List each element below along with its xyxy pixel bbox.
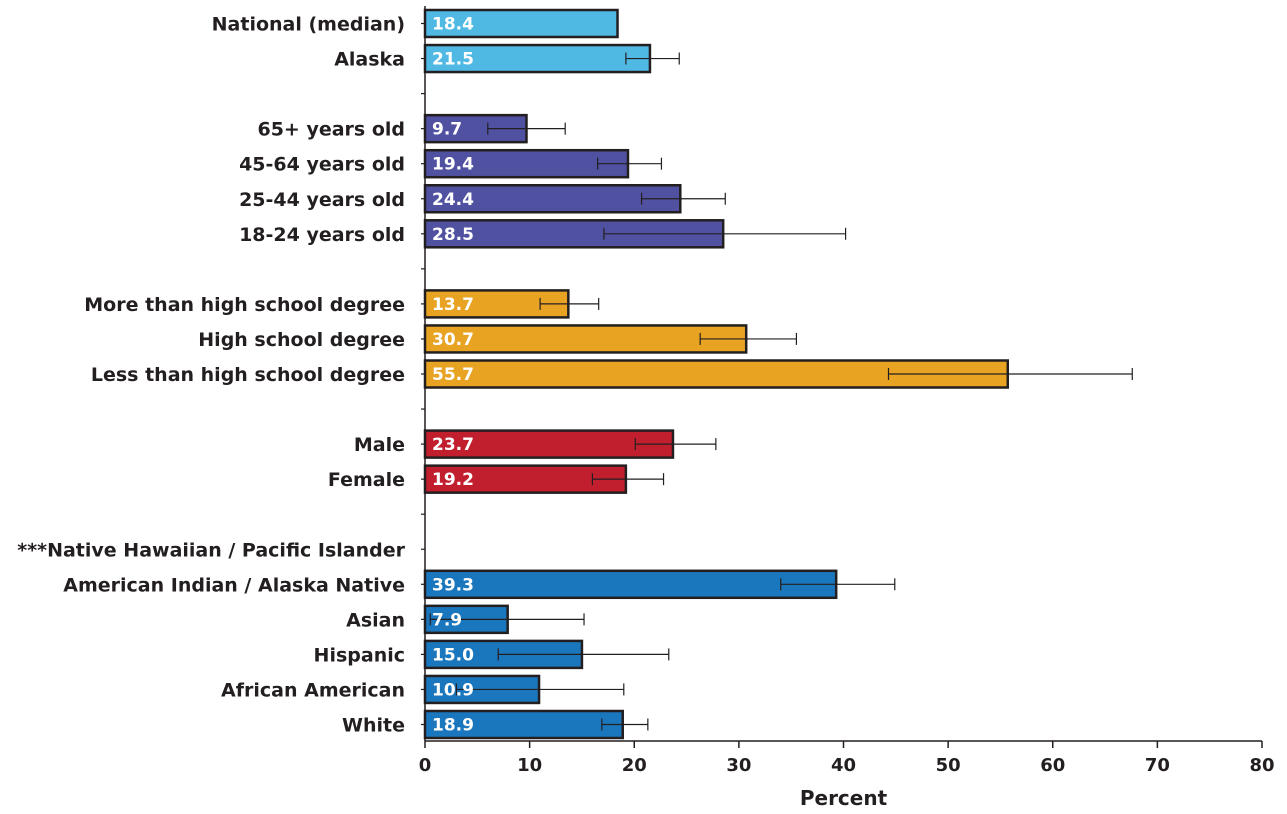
- x-tick-label: 70: [1145, 755, 1170, 776]
- data-label: 19.2: [432, 470, 474, 490]
- data-label: 7.9: [432, 610, 462, 630]
- data-label: 18.9: [432, 716, 474, 736]
- category-label: 45-64 years old: [239, 154, 405, 176]
- category-label: African American: [221, 679, 405, 701]
- category-label: 18-24 years old: [239, 224, 405, 246]
- category-label: Hispanic: [314, 644, 405, 666]
- category-label: 65+ years old: [257, 119, 405, 141]
- x-tick-label: 80: [1249, 755, 1274, 776]
- bar: [423, 43, 652, 74]
- category-label: Alaska: [334, 49, 405, 71]
- category-label: Male: [354, 434, 405, 456]
- bar: [423, 569, 838, 600]
- data-label: 24.4: [432, 190, 474, 210]
- x-tick-label: 20: [622, 755, 647, 776]
- data-label: 23.7: [432, 435, 474, 455]
- data-label: 30.7: [432, 330, 474, 350]
- x-axis-title: Percent: [800, 786, 888, 810]
- data-label: 39.3: [432, 575, 474, 595]
- x-ticks-layer: 0 10 20 30 40 50 60 70 80: [419, 741, 1275, 776]
- data-label: 28.5: [432, 225, 474, 245]
- data-label: 18.4: [432, 15, 474, 35]
- category-label: American Indian / Alaska Native: [63, 574, 405, 596]
- x-tick-label: 60: [1040, 755, 1065, 776]
- data-label: 55.7: [432, 365, 474, 385]
- category-label: Less than high school degree: [91, 364, 405, 386]
- category-label: Female: [328, 469, 405, 491]
- category-label: White: [342, 715, 405, 737]
- data-label: 21.5: [432, 50, 474, 70]
- category-label: 25-44 years old: [239, 189, 405, 211]
- x-tick-label: 40: [831, 755, 856, 776]
- category-label: National (median): [212, 14, 405, 36]
- data-label: 9.7: [432, 120, 462, 140]
- data-label: 13.7: [432, 295, 474, 315]
- error-bars-layer: [429, 52, 1133, 731]
- category-labels-layer: National (median) Alaska 65+ years old 45-6…: [17, 14, 405, 737]
- x-tick-label: 0: [419, 755, 432, 776]
- category-label: High school degree: [198, 329, 405, 351]
- bar: [423, 184, 682, 214]
- data-label: 15.0: [432, 645, 474, 665]
- x-tick-label: 50: [936, 755, 961, 776]
- data-label: 10.9: [432, 680, 474, 700]
- x-tick-label: 10: [517, 755, 542, 776]
- category-label: ***Native Hawaiian / Pacific Islander: [17, 539, 405, 561]
- data-label: 19.4: [432, 155, 474, 175]
- category-label: More than high school degree: [84, 294, 405, 316]
- x-tick-label: 30: [726, 755, 751, 776]
- category-label: Asian: [346, 609, 405, 631]
- value-labels-layer: 18.4 21.5 9.7 19.4 24.4 28.5 13.7 30.7 55.7 23.7 1…: [432, 15, 474, 736]
